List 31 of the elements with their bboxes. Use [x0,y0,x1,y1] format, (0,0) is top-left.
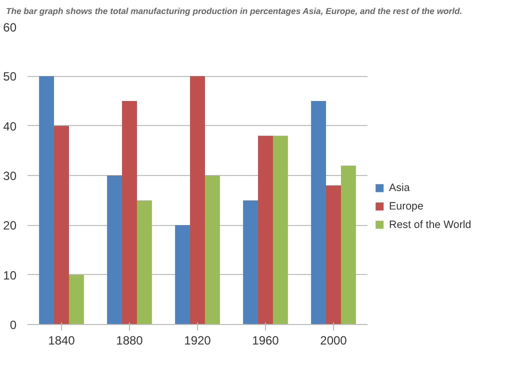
x-tick-label: 1920 [184,334,212,348]
bar [107,176,122,325]
y-tick-label: 20 [3,218,17,233]
x-tick-label: 2000 [320,334,348,348]
bar [136,200,152,325]
bar [175,225,190,325]
bar [272,136,288,325]
bar [54,126,69,325]
y-tick-label: 40 [3,120,17,134]
legend-label: Asia [389,182,410,194]
bar [258,136,273,325]
y-tick-label: 10 [3,268,17,283]
bar [340,166,356,325]
bar [204,176,220,325]
x-tick-label: 1880 [116,334,144,348]
legend-label: Europe [389,200,424,213]
x-tick-label: 1960 [252,334,280,348]
bar [326,186,341,325]
chart-title: The bar graph shows the total manufacturing production in percentages Asia, Europe, and the rest of the world. [6,5,462,18]
bar [39,76,54,325]
y-tick-label: 0 [10,318,17,332]
y-tick-label: 60 [3,20,17,35]
bar [243,200,258,325]
bar [190,76,205,325]
legend-label: Rest of the World [389,219,472,232]
bar [311,101,326,325]
bar [68,275,84,325]
x-tick-label: 1840 [48,334,76,348]
y-tick-label: 30 [3,169,17,184]
y-tick-label: 50 [3,70,17,84]
bar [122,101,137,325]
